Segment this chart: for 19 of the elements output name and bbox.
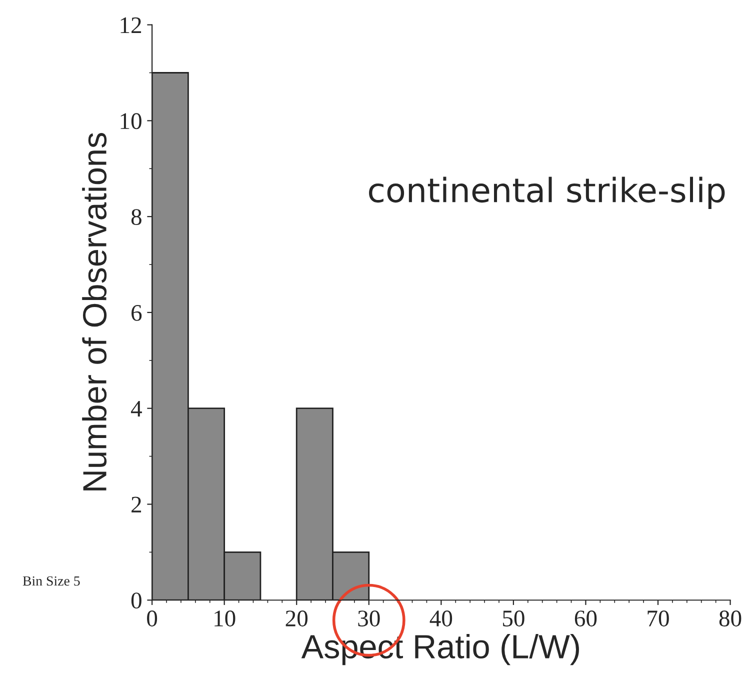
y-tick-label: 8 (131, 209, 142, 225)
y-tick-label: 0 (131, 592, 142, 609)
x-tick-label: 30 (358, 610, 380, 626)
x-tick-label: 60 (574, 610, 597, 626)
y-tick-label: 4 (130, 400, 142, 417)
y-tick-label: 12 (120, 17, 142, 33)
x-tick-label: 10 (214, 610, 236, 626)
x-tick-label: 40 (430, 610, 452, 626)
y-tick-label: 10 (120, 113, 142, 130)
x-tick-label: 50 (503, 610, 524, 626)
x-tick-label: 80 (719, 610, 742, 626)
y-tick-label: 2 (132, 496, 142, 512)
text: Bin Size 5 (22, 576, 80, 586)
annotation: continental strike-slip (369, 176, 725, 210)
x-tick-label: 20 (286, 610, 308, 626)
x-tick-label: 70 (648, 610, 669, 626)
x-tick-label: 0 (147, 610, 158, 626)
y-axis-title: Number of Observations (82, 133, 107, 490)
y-tick-label: 6 (132, 305, 142, 321)
